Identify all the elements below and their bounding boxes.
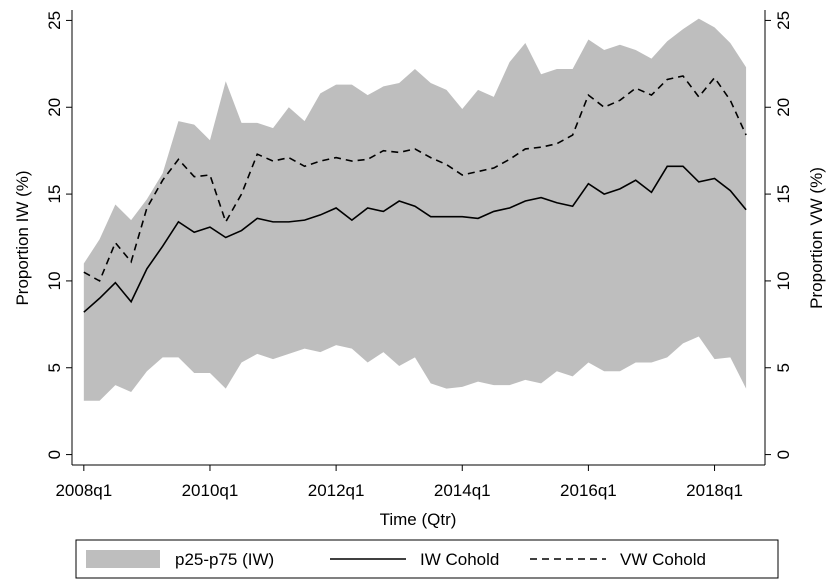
legend-swatch — [86, 550, 160, 568]
legend-box — [75, 539, 779, 579]
y-tick-label: 0 — [45, 450, 64, 459]
x-tick-label: 2014q1 — [434, 481, 491, 500]
y2-tick-label: 5 — [774, 363, 793, 372]
x-tick-label: 2012q1 — [308, 481, 365, 500]
y-tick-label: 15 — [45, 185, 64, 204]
y2-tick-label: 10 — [774, 271, 793, 290]
y-tick-label: 20 — [45, 98, 64, 117]
x-axis-title: Time (Qtr) — [380, 510, 457, 529]
y-tick-label: 10 — [45, 271, 64, 290]
legend-label: VW Cohold — [620, 550, 706, 569]
y-tick-label: 5 — [45, 363, 64, 372]
x-tick-label: 2010q1 — [182, 481, 239, 500]
x-tick-label: 2016q1 — [560, 481, 617, 500]
x-tick-label: 2008q1 — [55, 481, 112, 500]
x-tick-label: 2018q1 — [686, 481, 743, 500]
legend-label: IW Cohold — [420, 550, 499, 569]
legend-label: p25-p75 (IW) — [175, 550, 274, 569]
y-tick-label: 25 — [45, 11, 64, 30]
series-line — [83, 165, 747, 313]
y2-tick-label: 0 — [774, 450, 793, 459]
y2-axis-title: Proportion VW (%) — [807, 167, 826, 309]
series-line — [83, 75, 747, 283]
y2-tick-label: 15 — [774, 185, 793, 204]
y-axis-title: Proportion IW (%) — [13, 170, 32, 305]
y2-tick-label: 25 — [774, 11, 793, 30]
y2-tick-label: 20 — [774, 98, 793, 117]
